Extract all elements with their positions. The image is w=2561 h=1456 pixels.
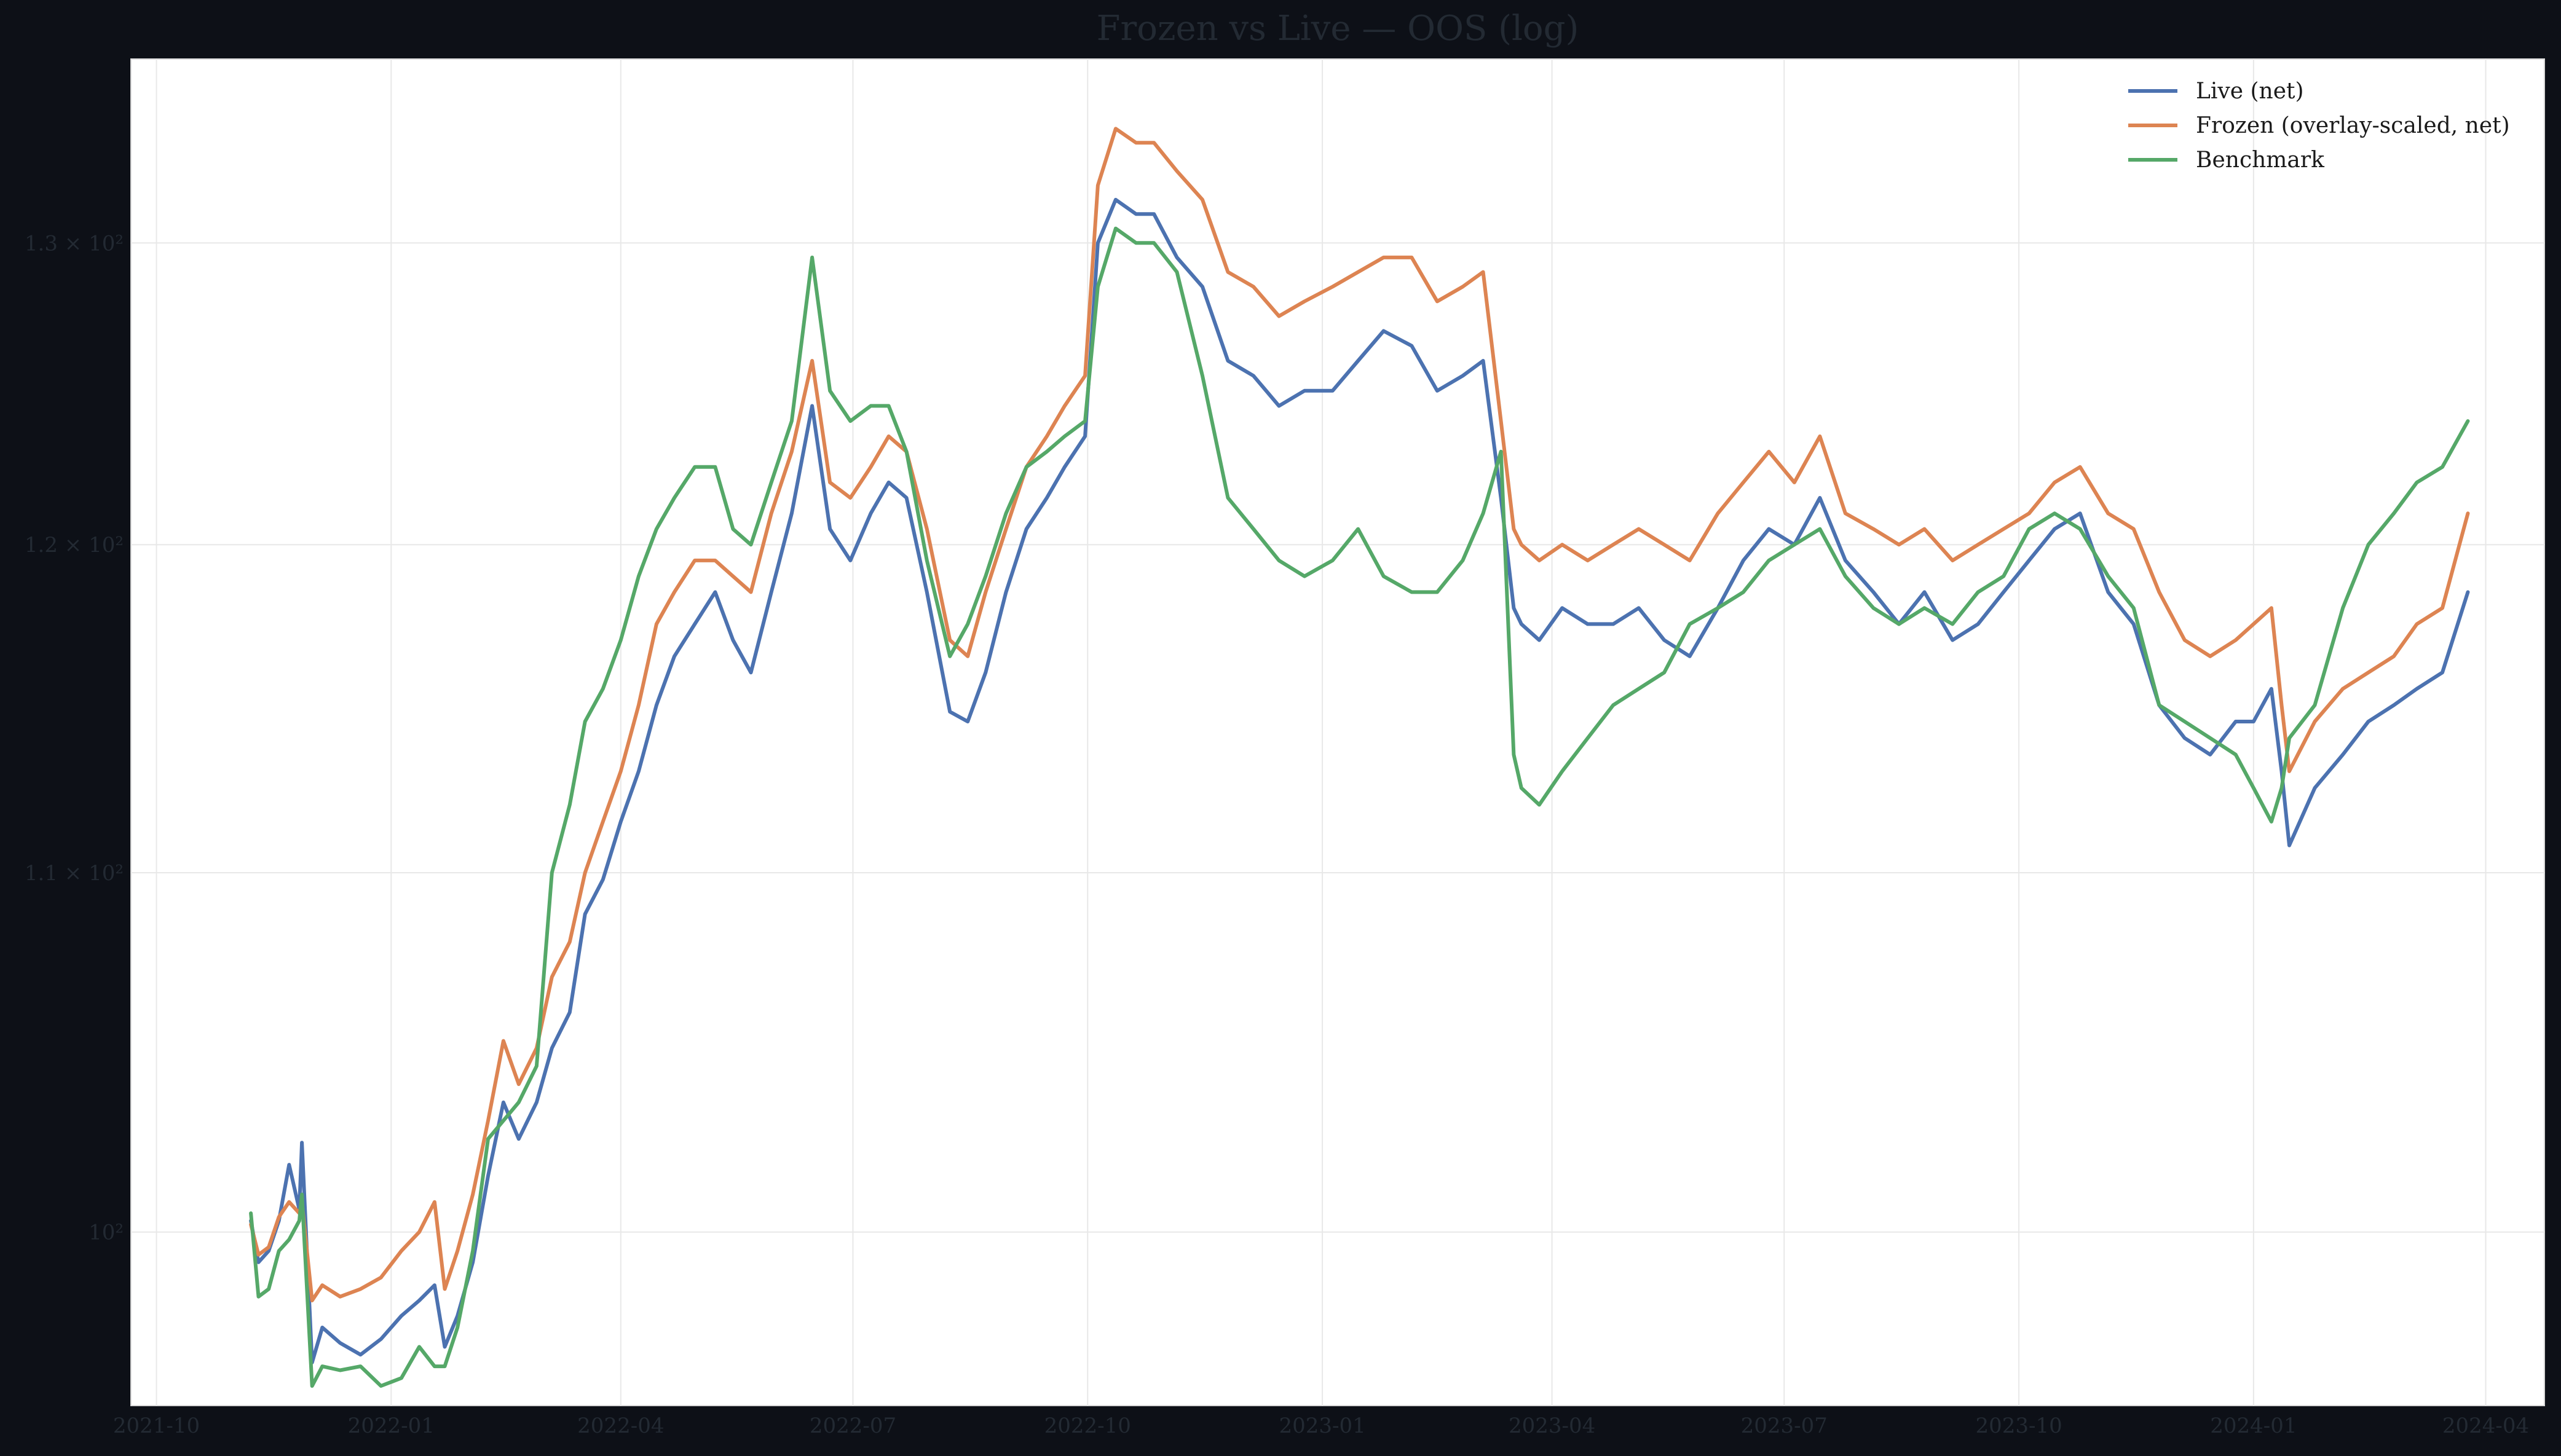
y-tick-label: 10² <box>89 1221 124 1245</box>
x-tick-label: 2024-01 <box>2210 1414 2297 1438</box>
x-tick-label: 2023-04 <box>1509 1414 1595 1438</box>
series-line-0 <box>249 197 2470 1364</box>
y-tick-label: 1.2 × 10² <box>25 533 124 557</box>
legend-label-1: Frozen (overlay-scaled, net) <box>2196 113 2510 138</box>
x-tick-label: 2022-10 <box>1044 1414 1131 1438</box>
x-tick-label: 2022-01 <box>348 1414 435 1438</box>
y-tick-label: 1.1 × 10² <box>25 861 124 886</box>
series-line-2 <box>249 226 2470 1388</box>
legend-label-0: Live (net) <box>2196 79 2304 104</box>
chart-title: Frozen vs Live — OOS (log) <box>1096 9 1579 49</box>
x-tick-label: 2021-10 <box>113 1414 200 1438</box>
x-tick-label: 2023-07 <box>1741 1414 1828 1438</box>
y-tick-label: 1.3 × 10² <box>25 231 124 256</box>
x-tick-label: 2023-10 <box>1975 1414 2062 1438</box>
x-tick-label: 2024-04 <box>2442 1414 2529 1438</box>
x-tick-label: 2023-01 <box>1279 1414 1365 1438</box>
x-tick-label: 2022-07 <box>810 1414 896 1438</box>
series-line-1 <box>249 127 2470 1302</box>
legend-label-2: Benchmark <box>2196 148 2325 173</box>
x-tick-label: 2022-04 <box>577 1414 664 1438</box>
